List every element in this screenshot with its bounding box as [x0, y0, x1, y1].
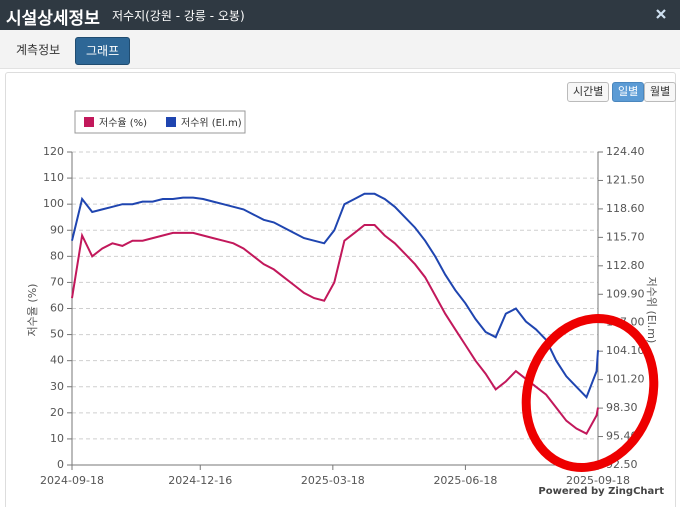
y2-tick-label: 104.10 [606, 344, 645, 357]
legend-box [74, 110, 246, 134]
y-axis-title: 저수율 (%) [26, 284, 39, 337]
y-tick-label: 90 [50, 223, 64, 236]
y-tick-label: 60 [50, 302, 64, 315]
y2-tick-label: 121.50 [606, 173, 645, 186]
y-tick-label: 50 [50, 328, 64, 341]
y2-tick-label: 101.20 [606, 373, 645, 386]
legend-label[interactable]: 저수율 (%) [99, 117, 147, 129]
x-tick-label: 2025-03-18 [301, 474, 365, 487]
y-tick-label: 80 [50, 249, 64, 262]
legend: 저수율 (%) 저수위 (El.m) [74, 110, 246, 134]
series-line [71, 224, 599, 436]
modal-header: 시설상세정보 저수지(강원 - 강릉 - 오봉) [0, 0, 680, 30]
modal-title: 시설상세정보 [6, 9, 100, 29]
y2-tick-label: 118.60 [606, 202, 645, 215]
tab-bar: 계측정보 그래프 [0, 30, 680, 69]
y-tick-label: 30 [50, 380, 64, 393]
tab[interactable]: 계측정보 [16, 43, 61, 57]
chart-panel [5, 72, 676, 507]
y-tick-label: 110 [43, 171, 64, 184]
x-tick-label: 2024-12-16 [168, 474, 232, 487]
x-tick-label: 2024-09-18 [40, 474, 104, 487]
y2-tick-label: 109.90 [606, 287, 645, 300]
period-button-active[interactable]: 일별 [612, 82, 645, 102]
y2-tick-label: 124.40 [606, 145, 645, 158]
y2-axis-title: 저수위 (El.m) [645, 277, 658, 344]
close-button[interactable] [656, 9, 666, 19]
modal-subtitle: 저수지(강원 - 강릉 - 오봉) [112, 9, 245, 23]
y-tick-label: 10 [50, 432, 64, 445]
x-tick-label: 2025-09-18 [566, 474, 630, 487]
y-tick-label: 100 [43, 197, 64, 210]
x-tick-label: 2025-06-18 [433, 474, 497, 487]
y-tick-label: 20 [50, 406, 64, 419]
y-tick-label: 40 [50, 354, 64, 367]
y-tick-label: 0 [57, 458, 64, 471]
y2-tick-label: 112.80 [606, 259, 645, 272]
highlight-circle [521, 314, 659, 472]
legend-label[interactable]: 저수위 (El.m) [181, 116, 242, 129]
legend-swatch [84, 117, 94, 127]
series-line [71, 192, 599, 400]
tab-active[interactable]: 그래프 [75, 37, 131, 65]
y-tick-label: 120 [43, 145, 64, 158]
y2-tick-label: 98.30 [606, 401, 638, 414]
y2-tick-label: 115.70 [606, 230, 645, 243]
period-button[interactable]: 시간별 [567, 82, 610, 102]
chart-body: 010203040506070809010011012092.5095.4098… [26, 110, 664, 497]
legend-swatch [166, 117, 176, 127]
period-button[interactable]: 월별 [644, 82, 677, 102]
y-tick-label: 70 [50, 275, 64, 288]
credit: Powered by ZingChart [538, 486, 664, 497]
